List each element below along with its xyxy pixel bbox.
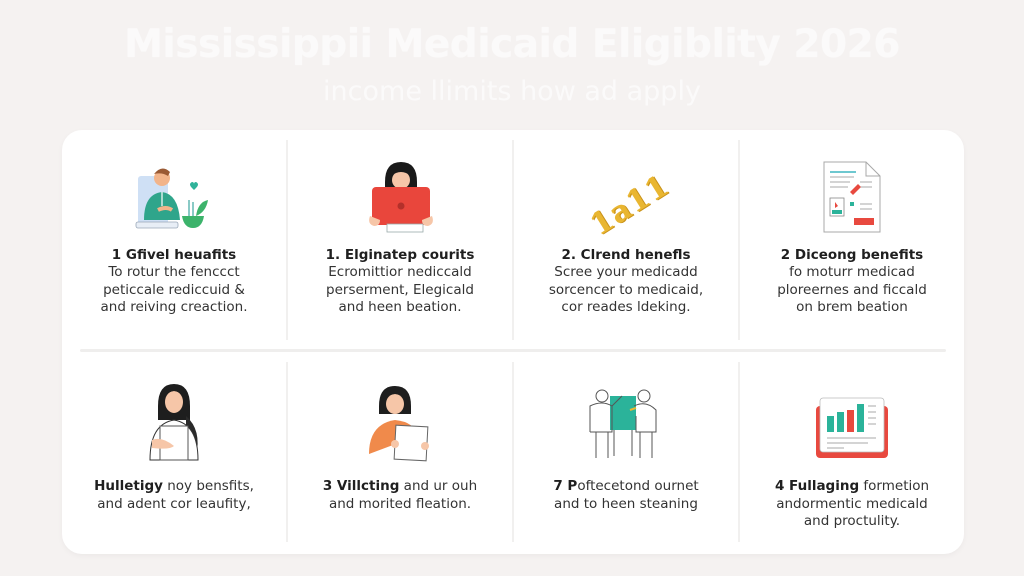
tile-lead-bold: 7 P [553, 478, 578, 494]
info-tile: 1 Gfivel heuafits To rotur the fenccct p… [62, 130, 286, 350]
page-subtitle: income llimits how ad apply [323, 76, 701, 107]
tile-lead-rest: noy bensfits, [162, 478, 254, 494]
column-divider [738, 362, 740, 542]
tile-lead-bold: Hulletigy [94, 478, 163, 494]
tile-line: and adent cor leaufity, [97, 495, 251, 512]
woman-holding-papers-icon [149, 384, 199, 461]
tile-line: peticcale rediccuid & [103, 281, 245, 298]
tile-lead-line: 4 Fullaging formetion [740, 478, 964, 496]
tile-title: 2. Clrend henefls [561, 247, 691, 263]
tile-line: fo moturr medicad [789, 264, 915, 280]
info-tile: 4 Fullaging formetion andormentic medica… [740, 352, 964, 552]
info-tile: Hulletigy noy bensfits, and adent cor le… [62, 352, 286, 552]
info-tile: 7 Poftecetond ournet and to heen steanin… [514, 352, 738, 552]
tile-lead-rest: formetion [859, 478, 930, 494]
tile-line: and heen beation. [338, 299, 462, 315]
tile-lead-bold: 3 Villcting [322, 478, 400, 494]
tile-lead-line: Hulletigy noy bensfits, [62, 478, 286, 496]
tile-title: 2 Diceong benefits [780, 247, 924, 263]
tile-line: sorcencer to medicaid, [548, 281, 704, 298]
woman-reading-document-icon [369, 386, 429, 462]
tile-line: ploreernes and ficcald [777, 281, 927, 298]
info-tile: 1a11 2. Clrend henefls Scree your medica… [514, 130, 738, 350]
tile-line: on brem beation [796, 299, 908, 315]
numbers-glyphs: 1a11 [584, 167, 676, 244]
tile-line: andormentic medicald [776, 495, 928, 512]
info-tile: 1. Elginatep courits Ecromittior nedicca… [288, 130, 512, 350]
tile-line: perserment, Elegicald [326, 281, 474, 298]
column-divider [512, 362, 514, 542]
column-divider [286, 140, 288, 340]
bar-chart-report-icon [816, 397, 888, 458]
tile-lead-line: 7 Poftecetond ournet [514, 478, 738, 496]
tile-line: and morited fleation. [328, 495, 472, 512]
tile-line: Scree your medicadd [554, 264, 698, 280]
info-card: 1 Gfivel heuafits To rotur the fenccct p… [62, 130, 964, 554]
two-people-board-icon [589, 389, 657, 458]
document-form-icon [823, 161, 881, 233]
info-tile: 2 Diceong benefits fo moturr medicad plo… [740, 130, 964, 350]
column-divider [738, 140, 740, 340]
info-tile: 3 Villcting and ur ouh and morited fleat… [288, 352, 512, 552]
column-divider [512, 140, 514, 340]
tile-line: and to heen steaning [554, 495, 698, 512]
tile-line: and proctulity. [803, 513, 901, 529]
tile-lead-line: 3 Villcting and ur ouh [288, 478, 512, 496]
healthcare-worker-icon [135, 168, 208, 229]
person-with-laptop-icon [369, 162, 433, 233]
page-title: Mississippii Medicaid Eligiblity 2026 [124, 22, 900, 67]
tile-title: 1 Gfivel heuafits [111, 247, 237, 263]
tile-title: 1. Elginatep courits [325, 247, 475, 263]
row-divider [80, 349, 946, 352]
tile-line: Ecromittior nediccald [328, 264, 472, 280]
tile-lead-bold: 4 Fullaging [774, 478, 860, 494]
tile-lead-rest: oftecetond ournet [577, 478, 699, 494]
tile-lead-rest: and ur ouh [399, 478, 478, 494]
tile-line: and reiving creaction. [100, 299, 248, 315]
tile-line: To rotur the fenccct [108, 264, 240, 280]
numbers-icon: 1a11 [581, 166, 676, 243]
column-divider [286, 362, 288, 542]
tile-line: cor reades ldeking. [561, 299, 691, 315]
